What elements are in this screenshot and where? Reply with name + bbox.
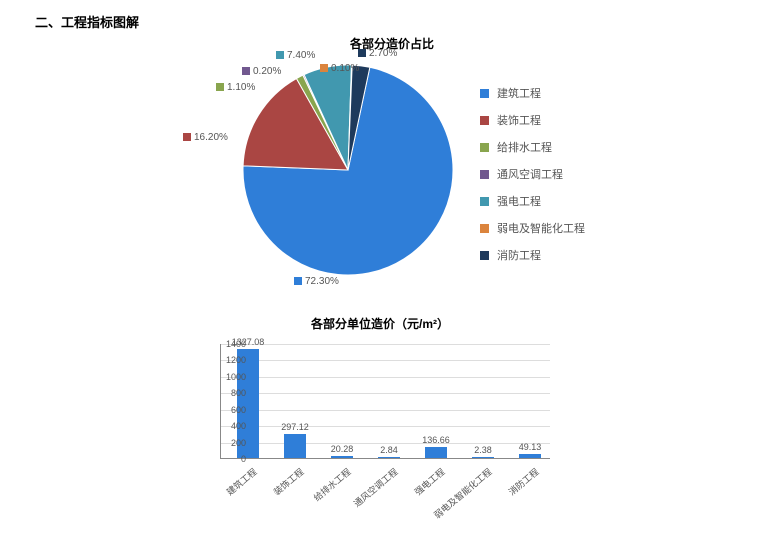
y-tick-label: 600 xyxy=(231,405,246,415)
legend-label: 装饰工程 xyxy=(497,112,541,128)
pie-chart-area: 各部分造价占比 建筑工程 装饰工程 给排水工程 通风空调工程 强电工程 弱电及智… xyxy=(170,30,690,300)
pie-callout: 7.40% xyxy=(276,50,315,61)
callout-text: 16.20% xyxy=(194,132,228,143)
callout-swatch xyxy=(216,83,224,91)
legend-item: 强电工程 xyxy=(480,193,585,209)
legend-item: 弱电及智能化工程 xyxy=(480,220,585,236)
bar-value-label: 49.13 xyxy=(519,442,542,452)
y-tick-label: 1400 xyxy=(226,339,246,349)
legend-label: 弱电及智能化工程 xyxy=(497,220,585,236)
x-tick-label: 通风空调工程 xyxy=(351,465,401,510)
bar-value-label: 20.28 xyxy=(331,444,354,454)
x-tick-label: 强电工程 xyxy=(411,465,447,498)
legend-item: 通风空调工程 xyxy=(480,166,585,182)
bar xyxy=(284,434,306,458)
bar xyxy=(472,457,494,458)
x-tick-label: 装饰工程 xyxy=(270,465,306,498)
callout-text: 7.40% xyxy=(287,50,315,61)
gridline xyxy=(221,360,550,361)
callout-text: 1.10% xyxy=(227,82,255,93)
callout-swatch xyxy=(276,51,284,59)
y-tick-label: 800 xyxy=(231,388,246,398)
bar xyxy=(425,447,447,458)
callout-text: 0.20% xyxy=(253,66,281,77)
callout-text: 2.70% xyxy=(369,48,397,59)
legend-item: 消防工程 xyxy=(480,247,585,263)
legend-label: 消防工程 xyxy=(497,247,541,263)
legend-label: 强电工程 xyxy=(497,193,541,209)
callout-swatch xyxy=(358,49,366,57)
y-tick-label: 1000 xyxy=(226,372,246,382)
callout-swatch xyxy=(183,133,191,141)
legend-label: 通风空调工程 xyxy=(497,166,563,182)
x-tick-label: 建筑工程 xyxy=(223,465,259,498)
bar-value-label: 2.84 xyxy=(380,445,398,455)
y-tick-label: 1200 xyxy=(226,355,246,365)
gridline xyxy=(221,393,550,394)
y-tick-label: 200 xyxy=(231,438,246,448)
gridline xyxy=(221,344,550,345)
pie-callout: 16.20% xyxy=(183,132,228,143)
callout-swatch xyxy=(320,64,328,72)
bar xyxy=(519,454,541,458)
legend-swatch xyxy=(480,170,489,179)
x-tick-label: 给排水工程 xyxy=(311,465,354,504)
legend-swatch xyxy=(480,197,489,206)
legend-swatch xyxy=(480,89,489,98)
bar-value-label: 136.66 xyxy=(422,435,450,445)
legend-label: 给排水工程 xyxy=(497,139,552,155)
legend-label: 建筑工程 xyxy=(497,85,541,101)
y-tick-label: 400 xyxy=(231,421,246,431)
legend-swatch xyxy=(480,116,489,125)
callout-text: 0.10% xyxy=(331,63,359,74)
callout-swatch xyxy=(242,67,250,75)
bar-chart: 1327.08297.1220.282.84136.662.3849.13 02… xyxy=(220,334,580,499)
callout-swatch xyxy=(294,277,302,285)
pie-chart xyxy=(240,52,460,292)
pie-callout: 72.30% xyxy=(294,276,339,287)
legend-item: 装饰工程 xyxy=(480,112,585,128)
y-tick-label: 0 xyxy=(241,454,246,464)
callout-text: 72.30% xyxy=(305,276,339,287)
pie-callout: 0.10% xyxy=(320,63,359,74)
pie-callout: 1.10% xyxy=(216,82,255,93)
legend-swatch xyxy=(480,251,489,260)
bar-chart-area: 各部分单位造价（元/m²） 1327.08297.1220.282.84136.… xyxy=(180,315,580,540)
gridline xyxy=(221,377,550,378)
gridline xyxy=(221,443,550,444)
legend-swatch xyxy=(480,143,489,152)
bar xyxy=(331,456,353,458)
bar-value-label: 297.12 xyxy=(281,422,309,432)
bar xyxy=(378,457,400,458)
legend-item: 给排水工程 xyxy=(480,139,585,155)
x-tick-label: 消防工程 xyxy=(505,465,541,498)
bar-value-label: 2.38 xyxy=(474,445,492,455)
gridline xyxy=(221,426,550,427)
bar-title: 各部分单位造价（元/m²） xyxy=(180,315,580,332)
pie-callout: 2.70% xyxy=(358,48,397,59)
pie-legend: 建筑工程 装饰工程 给排水工程 通风空调工程 强电工程 弱电及智能化工程 消防工… xyxy=(480,85,585,274)
section-heading: 二、工程指标图解 xyxy=(35,12,139,31)
legend-swatch xyxy=(480,224,489,233)
legend-item: 建筑工程 xyxy=(480,85,585,101)
pie-callout: 0.20% xyxy=(242,66,281,77)
gridline xyxy=(221,410,550,411)
